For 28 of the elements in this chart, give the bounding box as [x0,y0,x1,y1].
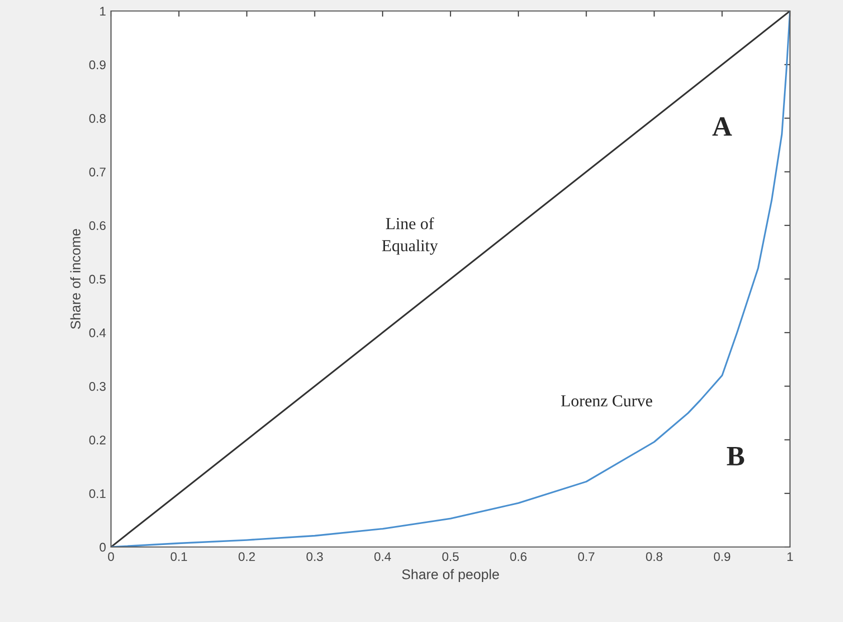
x-tick-label: 0.9 [714,552,730,562]
y-tick-label: 0.4 [89,328,106,338]
x-axis-title: Share of people [402,569,499,582]
y-tick-label: 0.8 [89,114,106,123]
x-tick-label: 0.1 [170,552,187,562]
annotation: Lorenz Curve [561,395,652,406]
y-tick-label: 1 [100,6,106,16]
y-tick-label: 0.9 [89,60,106,70]
x-tick-label: 0 [108,552,114,562]
x-tick-label: 0.3 [306,552,323,562]
x-tick-label: 0.8 [646,552,662,562]
y-tick-label: 0 [100,542,106,552]
annotation: B [726,447,744,466]
annotation: A [712,117,732,136]
x-tick-label: 0.4 [374,552,391,562]
x-tick-label: 0.5 [442,552,459,562]
y-tick-label: 0.3 [89,382,106,391]
x-tick-label: 0.2 [238,552,255,562]
y-axis-title: Share of income [70,229,80,329]
y-tick-label: 0.7 [89,168,106,176]
y-tick-label: 0.1 [89,489,106,498]
y-tick-label: 0.6 [89,221,106,230]
x-tick-label: 1 [787,552,793,561]
y-tick-label: 0.2 [89,436,106,444]
y-tick-label: 0.5 [89,274,106,284]
x-tick-label: 0.6 [510,552,527,562]
annotation: Line of Equality [382,217,438,255]
x-tick-label: 0.7 [578,552,594,562]
